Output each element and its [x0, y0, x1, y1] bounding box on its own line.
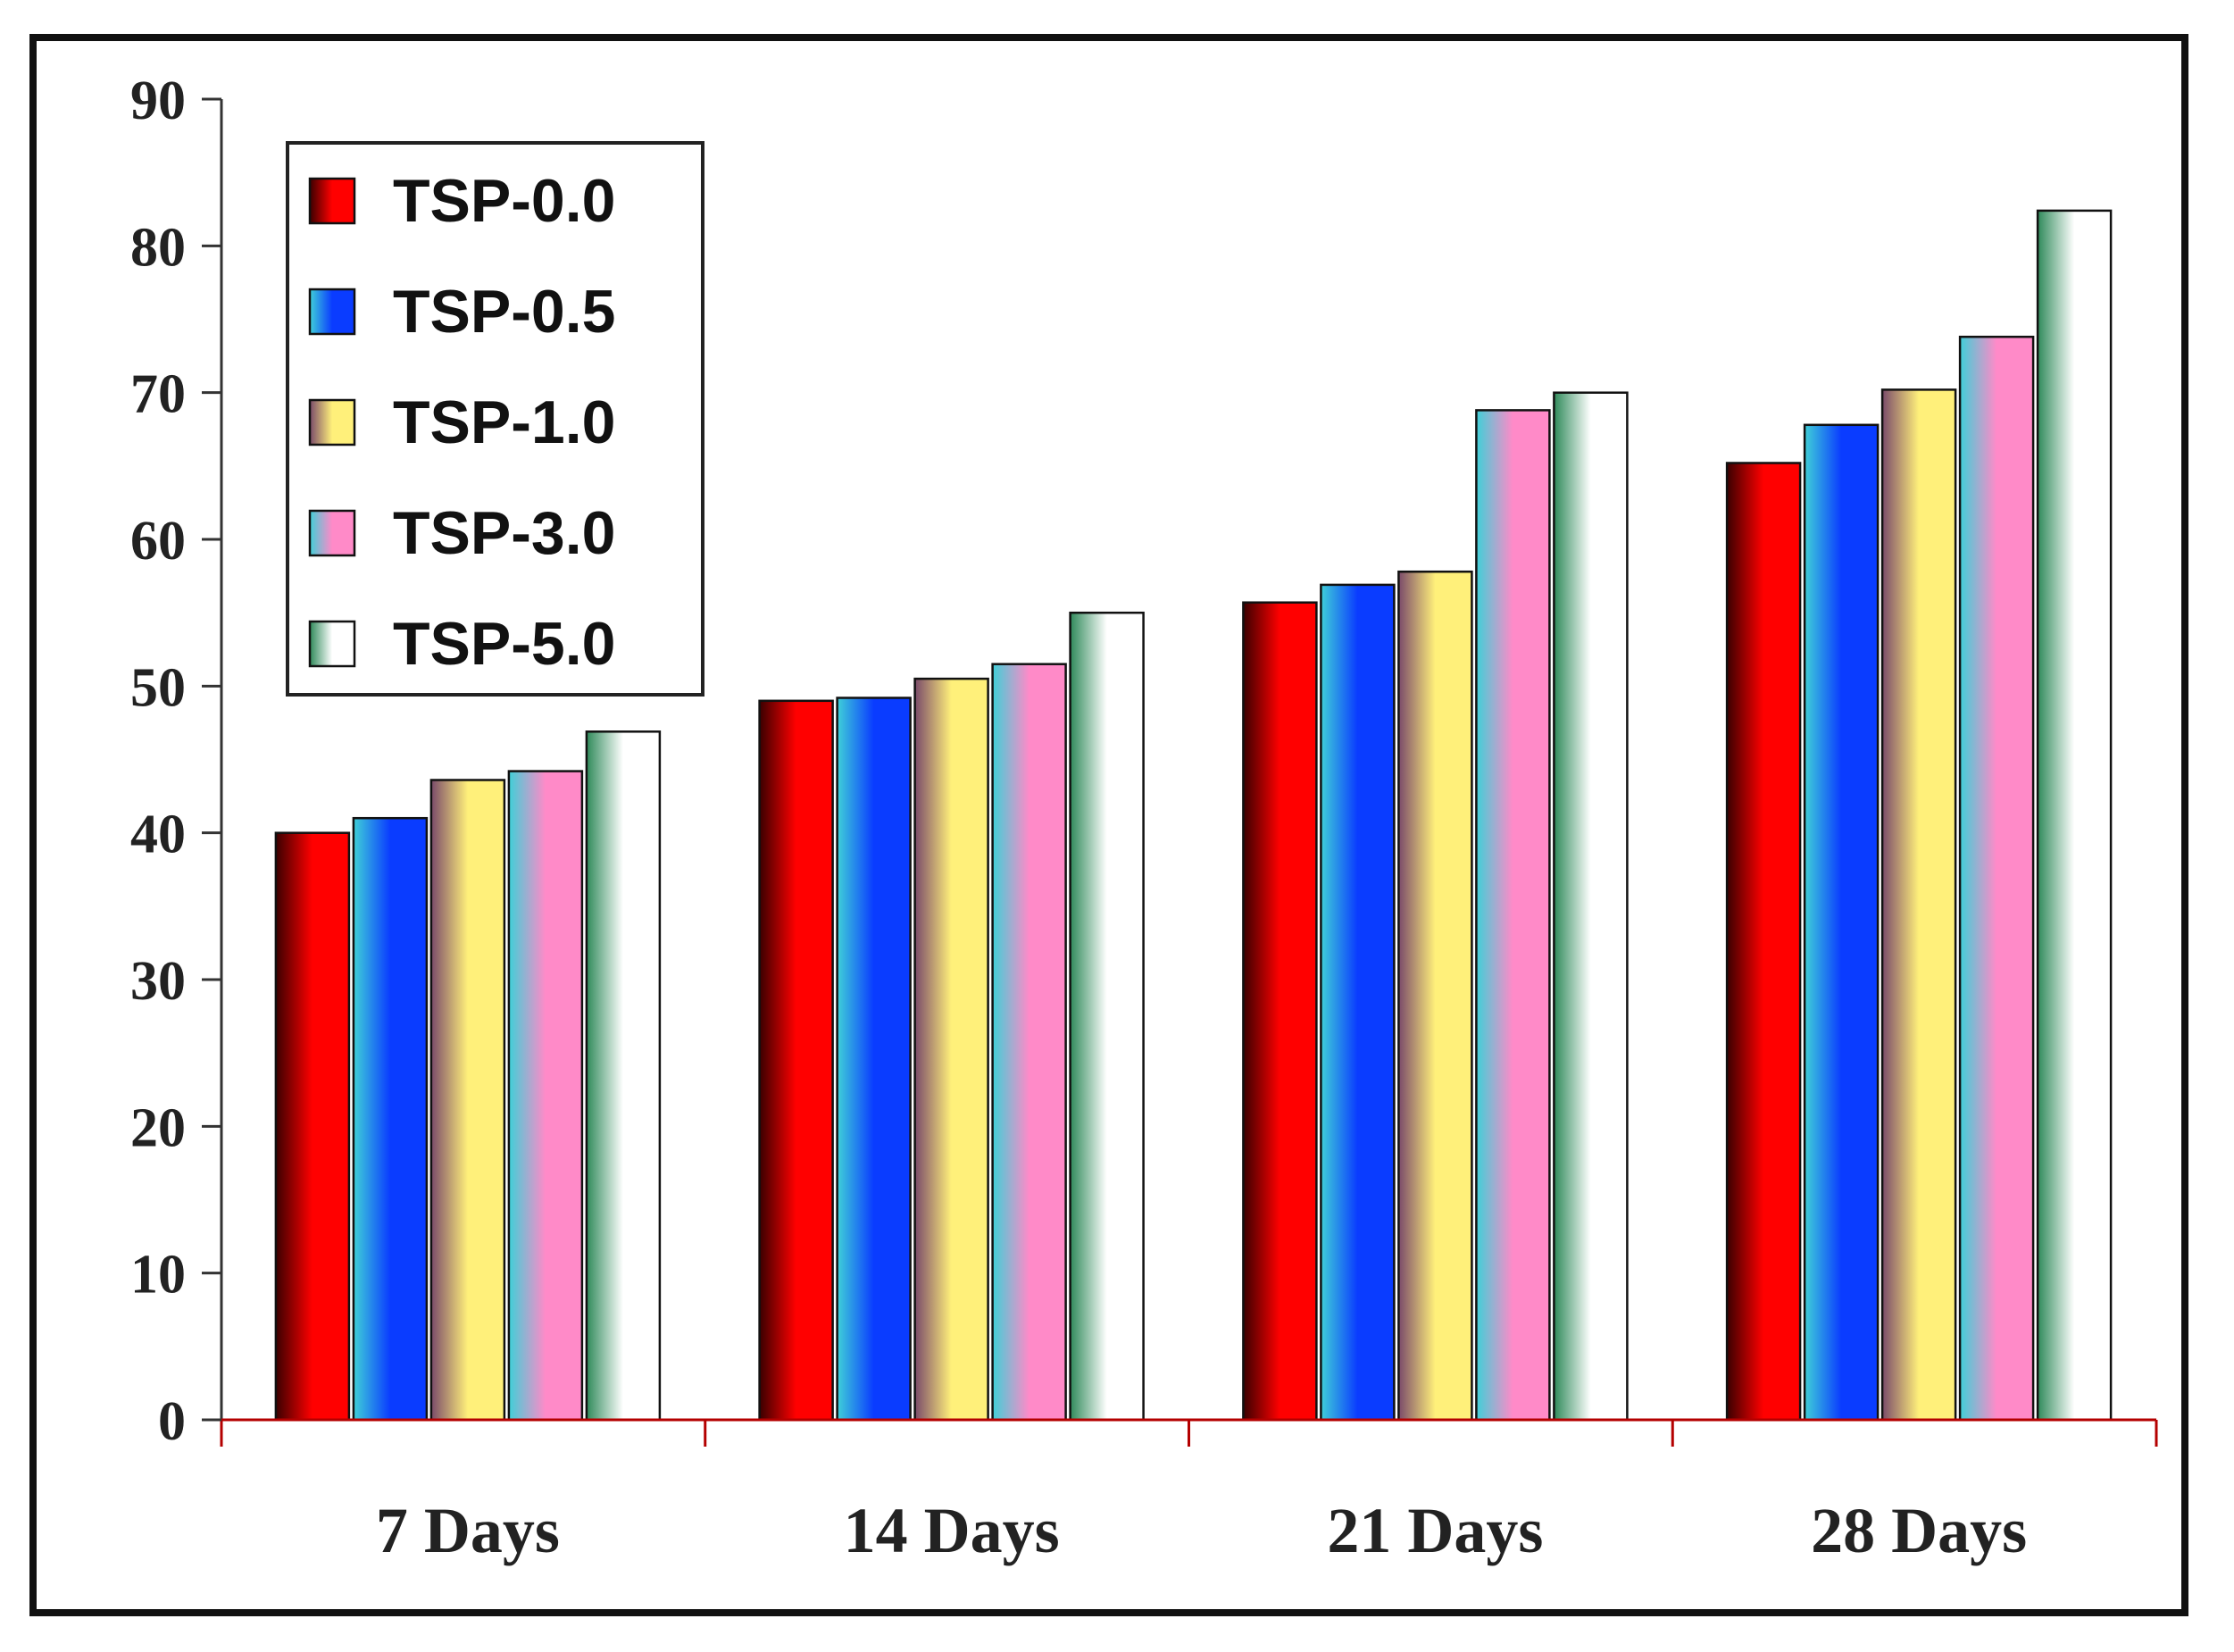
bar-TSP-1.0-28-days: [1880, 388, 1957, 1422]
bar-TSP-1.0-7-days: [429, 779, 506, 1422]
bar-TSP-1.0-14-days: [913, 677, 989, 1422]
bar-TSP-0.0-21-days: [1242, 601, 1318, 1422]
x-category-label: 28 Days: [1811, 1495, 2027, 1566]
bar-TSP-5.0-28-days: [2036, 209, 2113, 1422]
legend: TSP-0.0 TSP-0.5 TSP-1.0 TSP-3.0 TSP-5.0: [286, 141, 704, 697]
bar-TSP-3.0-7-days: [507, 770, 584, 1422]
bar-TSP-0.5-21-days: [1320, 583, 1396, 1422]
y-ticks-group: 0 10 20 30 40 50 60 70 80 90: [130, 71, 221, 1452]
legend-label: TSP-0.5: [393, 278, 615, 346]
legend-label: TSP-0.0: [393, 167, 615, 235]
legend-swatch: [308, 288, 356, 336]
y-tick-label: 60: [130, 511, 186, 572]
legend-label: TSP-1.0: [393, 388, 615, 456]
y-tick-label: 90: [130, 71, 186, 131]
y-tick-label: 80: [130, 217, 186, 278]
bar-TSP-0.5-14-days: [836, 697, 912, 1422]
y-tick-label: 30: [130, 951, 186, 1012]
y-tick-label: 50: [130, 657, 186, 718]
axes-group: [220, 99, 2158, 1447]
bars-group: [274, 209, 2113, 1422]
bar-TSP-0.0-14-days: [758, 699, 834, 1422]
legend-box: [286, 141, 704, 697]
y-tick-label: 70: [130, 364, 186, 425]
bar-TSP-5.0-7-days: [585, 730, 662, 1422]
bar-TSP-3.0-28-days: [1958, 335, 2035, 1422]
bar-TSP-5.0-21-days: [1553, 391, 1629, 1422]
category-labels-group: 7 Days 14 Days 21 Days 28 Days: [376, 1495, 2027, 1566]
bar-TSP-0.0-28-days: [1725, 462, 1802, 1422]
bar-TSP-5.0-14-days: [1069, 611, 1145, 1422]
bar-TSP-1.0-21-days: [1397, 570, 1473, 1422]
legend-swatch: [308, 620, 356, 668]
legend-label: TSP-3.0: [393, 499, 615, 567]
legend-label: TSP-5.0: [393, 610, 615, 678]
y-tick-label: 20: [130, 1097, 186, 1158]
y-tick-label: 10: [130, 1245, 186, 1306]
bar-TSP-0.0-7-days: [274, 831, 351, 1422]
x-category-label: 14 Days: [844, 1495, 1060, 1566]
legend-swatch: [308, 509, 356, 557]
bar-TSP-0.5-7-days: [352, 816, 429, 1422]
y-tick-label: 0: [158, 1391, 186, 1452]
bar-TSP-0.5-28-days: [1803, 423, 1880, 1422]
y-tick-label: 40: [130, 805, 186, 865]
bar-TSP-3.0-14-days: [991, 663, 1067, 1422]
x-category-label: 7 Days: [376, 1495, 560, 1566]
legend-swatch: [308, 177, 356, 225]
x-category-label: 21 Days: [1327, 1495, 1543, 1566]
legend-swatch: [308, 398, 356, 446]
bar-TSP-3.0-21-days: [1475, 409, 1551, 1422]
